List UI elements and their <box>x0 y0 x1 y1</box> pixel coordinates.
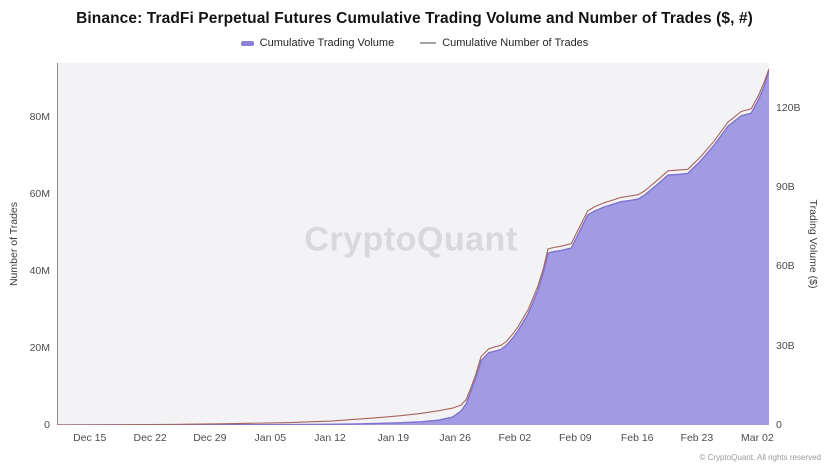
x-axis-label: Feb 02 <box>498 432 532 444</box>
cryptoquant-watermark: CryptoQuant <box>304 220 518 259</box>
x-axis-label: Jan 12 <box>314 432 346 444</box>
tick-label: 60M <box>29 187 50 200</box>
tick-label: 90B <box>776 181 795 194</box>
cumulative-trading-volume-area[interactable] <box>58 70 769 425</box>
legend-item-number-of-trades[interactable]: Cumulative Number of Trades <box>420 37 588 49</box>
chart-canvas[interactable] <box>58 63 769 425</box>
x-axis-label: Feb 09 <box>558 432 592 444</box>
legend-label: Cumulative Trading Volume <box>259 37 395 49</box>
line-swatch-icon <box>420 42 437 44</box>
legend-label: Cumulative Number of Trades <box>442 37 589 49</box>
x-axis-label: Jan 19 <box>377 432 410 444</box>
trading-volume-edge-line <box>58 70 769 425</box>
tick-label: 120B <box>776 101 801 114</box>
area-swatch-icon <box>240 40 254 46</box>
tick-label: 80M <box>29 110 50 123</box>
tick-label: 0 <box>44 419 50 431</box>
tick-label: 30B <box>776 339 795 352</box>
tick-label: 0 <box>776 419 782 431</box>
legend: Cumulative Trading Volume Cumulative Num… <box>0 37 829 49</box>
tick-label: 40M <box>29 264 50 277</box>
x-axis-label: Mar 02 <box>740 432 774 444</box>
x-axis-label: Dec 22 <box>133 432 167 444</box>
left-axis-title: Number of Trades <box>8 201 20 287</box>
chart-title: Binance: TradFi Perpetual Futures Cumula… <box>76 10 753 27</box>
copyright-notice: © CryptoQuant. All rights reserved <box>699 453 822 462</box>
x-axis-label: Dec 29 <box>193 432 227 444</box>
plot-area[interactable]: CryptoQuant <box>57 63 769 425</box>
x-axis-label: Jan 26 <box>439 432 471 444</box>
legend-item-trading-volume[interactable]: Cumulative Trading Volume <box>240 37 395 49</box>
x-axis-label: Feb 16 <box>620 432 654 444</box>
tick-label: 60B <box>776 260 795 273</box>
tick-label: 20M <box>29 341 50 354</box>
x-axis-label: Feb 23 <box>680 432 714 444</box>
x-axis-label: Dec 15 <box>73 432 107 444</box>
x-axis-label: Jan 05 <box>254 432 287 444</box>
right-axis-title: Trading Volume ($) <box>807 199 819 289</box>
cumulative-number-of-trades-line[interactable] <box>58 68 769 425</box>
